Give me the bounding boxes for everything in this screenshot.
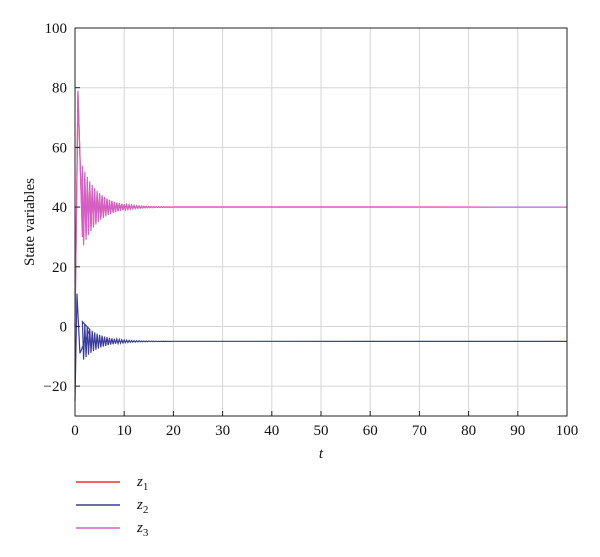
y-tick-label: 0 [60, 319, 68, 335]
x-tick-label: 90 [510, 423, 525, 439]
y-tick-label: 20 [52, 260, 67, 276]
y-axis-label: State variables [22, 178, 38, 266]
x-tick-label: 0 [71, 423, 79, 439]
series-layer [74, 90, 568, 402]
y-tick-label: 60 [52, 140, 67, 156]
x-tick-label: 100 [556, 423, 579, 439]
x-tick-label: 40 [264, 423, 279, 439]
y-tick-label: 100 [45, 21, 68, 37]
x-tick-label: 50 [314, 423, 329, 439]
series-line-z3 [74, 90, 568, 327]
x-tick-label: 70 [412, 423, 427, 439]
y-tick-label: −20 [44, 379, 67, 395]
legend: z1 z2 z3 [76, 474, 149, 539]
y-tick-label: 80 [52, 81, 67, 97]
x-tick-label: 80 [461, 423, 476, 439]
x-tick-label: 30 [215, 423, 230, 439]
grid [74, 27, 568, 416]
x-tick-label: 60 [363, 423, 378, 439]
series-line-z2 [74, 293, 568, 402]
x-tick-label: 10 [117, 423, 132, 439]
legend-label-z1: z1 [136, 474, 148, 493]
legend-label-z3: z3 [136, 520, 149, 539]
x-tick-label: 20 [166, 423, 181, 439]
legend-label-z2: z2 [136, 497, 148, 516]
x-axis-label: t [319, 446, 324, 462]
ticks: 0 10 20 30 40 50 60 70 80 90 100 −20 0 20 40 60 80 100 [44, 21, 579, 439]
y-tick-label: 40 [52, 200, 67, 216]
